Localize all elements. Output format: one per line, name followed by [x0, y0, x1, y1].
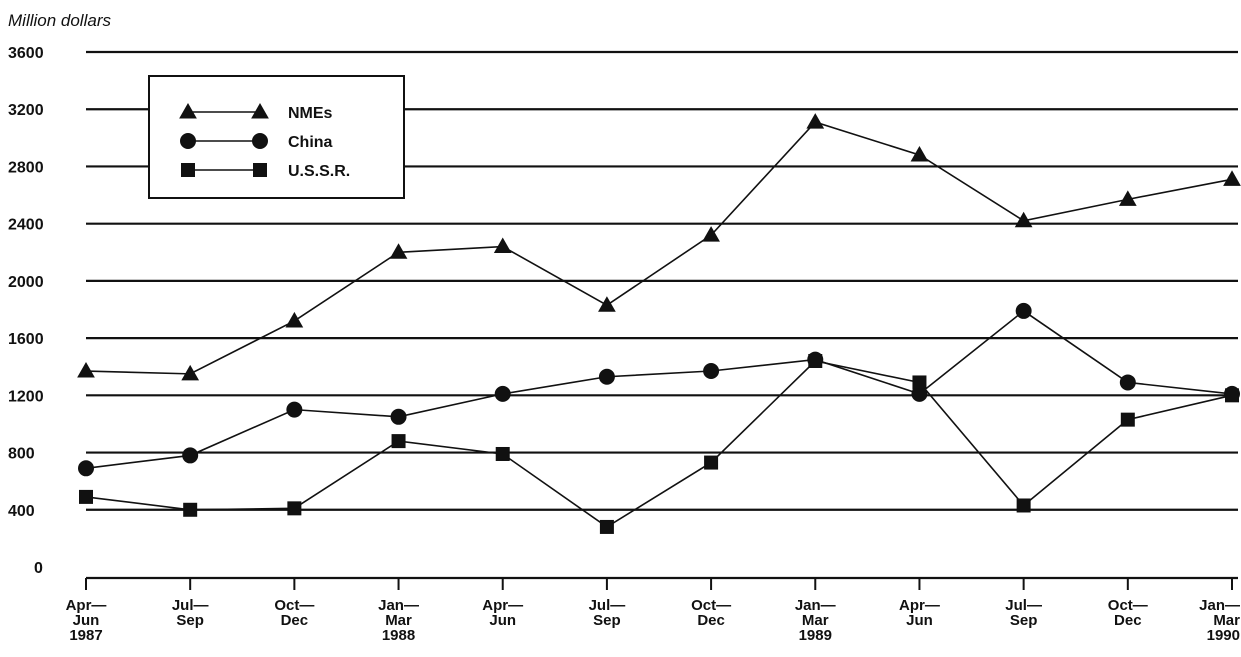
data-point-u-s-s-r — [391, 434, 406, 449]
data-point-china — [78, 460, 94, 477]
x-tick-label: Jan— — [795, 597, 836, 614]
data-point-nmes — [910, 145, 929, 162]
data-point-nmes — [181, 364, 200, 381]
y-tick-label: 3200 — [8, 102, 44, 119]
legend-label-nmes: NMEs — [288, 105, 333, 122]
data-point-u-s-s-r — [599, 519, 614, 534]
x-tick-label: 1988 — [382, 627, 415, 644]
x-tick-label: 1990 — [1207, 627, 1240, 644]
y-tick-label: 1600 — [8, 331, 44, 348]
data-point-china — [182, 447, 199, 464]
data-point-nmes — [389, 243, 408, 259]
x-tick-label: Dec — [697, 612, 725, 629]
x-tick-label: Jul— — [172, 597, 209, 614]
legend: NMEs China U.S.S.R. — [148, 75, 405, 199]
series-line-china — [85, 309, 1233, 470]
data-point-china — [1119, 374, 1136, 391]
y-unit-label: Million dollars — [8, 11, 111, 30]
data-point-u-s-s-r — [183, 502, 198, 517]
data-point-nmes — [1014, 211, 1033, 228]
legend-marker-nmes — [179, 102, 197, 119]
x-tick-label: Apr— — [899, 597, 940, 614]
data-point-nmes — [1118, 190, 1137, 206]
data-point-u-s-s-r — [704, 455, 719, 470]
data-point-nmes — [1223, 170, 1241, 186]
data-point-u-s-s-r — [495, 446, 510, 461]
data-point-nmes — [702, 226, 720, 242]
x-tick-label: Mar — [802, 612, 829, 629]
data-point-china — [703, 363, 720, 380]
x-tick-label: Jun — [906, 612, 933, 629]
x-tick-label: Jun — [73, 612, 100, 629]
x-tick-label: Sep — [176, 612, 204, 629]
data-point-nmes — [493, 237, 512, 254]
x-tick-label: 1989 — [799, 627, 832, 644]
legend-label-u-s-s-r: U.S.S.R. — [288, 163, 350, 180]
series-lines — [85, 121, 1233, 528]
x-tick-label: Oct— — [274, 597, 314, 614]
legend-marker-u-s-s-r — [253, 163, 267, 177]
series-points — [77, 113, 1241, 534]
x-tick-label: Sep — [593, 612, 621, 629]
data-point-nmes — [806, 113, 825, 129]
x-axis: Apr—Jun1987Jul—SepOct—DecJan—Mar1988Apr—… — [66, 576, 1240, 644]
y-tick-label: 400 — [8, 503, 35, 520]
x-tick-label: Mar — [385, 612, 412, 629]
data-point-u-s-s-r — [79, 489, 93, 504]
x-tick-label: Jan— — [378, 597, 419, 614]
data-point-u-s-s-r — [1016, 498, 1031, 513]
legend-marker-nmes — [251, 102, 269, 119]
y-tick-label: 3600 — [8, 45, 44, 62]
y-tick-label: 0 — [34, 560, 43, 577]
data-point-china — [286, 401, 303, 418]
x-tick-label: Jun — [489, 612, 516, 629]
x-tick-label: Jul— — [1005, 597, 1042, 614]
data-point-u-s-s-r — [1225, 388, 1239, 403]
data-point-china — [390, 408, 407, 425]
x-tick-label: Sep — [1010, 612, 1038, 629]
y-tick-label: 2400 — [8, 217, 44, 234]
data-point-china — [598, 368, 615, 385]
data-point-china — [1015, 302, 1032, 319]
y-tick-label: 800 — [8, 446, 35, 463]
y-tick-label: 2800 — [8, 159, 44, 176]
y-tick-labels: 0 400 800 1200 1600 2000 2400 2800 3200 3600 — [8, 45, 44, 577]
data-point-u-s-s-r — [1120, 412, 1135, 427]
data-point-china — [494, 385, 511, 402]
series-line-nmes — [85, 121, 1233, 375]
legend-marker-china — [180, 133, 196, 149]
x-tick-label: Oct— — [691, 597, 731, 614]
x-tick-label: Oct— — [1108, 597, 1148, 614]
y-tick-label: 1200 — [8, 388, 44, 405]
data-point-nmes — [285, 311, 304, 328]
x-tick-label: Dec — [1114, 612, 1142, 629]
series-line-u-s-s-r — [85, 360, 1233, 528]
legend-label-china: China — [288, 134, 333, 151]
x-tick-label: Jul— — [589, 597, 626, 614]
legend-marker-u-s-s-r — [181, 163, 195, 177]
x-tick-label: Apr— — [482, 597, 523, 614]
data-point-u-s-s-r — [912, 375, 927, 390]
x-tick-label: Mar — [1213, 612, 1240, 629]
y-tick-label: 2000 — [8, 274, 44, 291]
data-point-u-s-s-r — [287, 501, 302, 516]
x-tick-label: Apr— — [66, 597, 107, 614]
x-tick-label: Jan— — [1199, 597, 1240, 614]
x-tick-label: 1987 — [69, 627, 102, 644]
data-point-nmes — [598, 296, 616, 312]
data-point-u-s-s-r — [808, 354, 823, 368]
data-point-nmes — [77, 362, 95, 378]
x-tick-label: Dec — [281, 612, 309, 629]
legend-marker-china — [252, 133, 268, 149]
